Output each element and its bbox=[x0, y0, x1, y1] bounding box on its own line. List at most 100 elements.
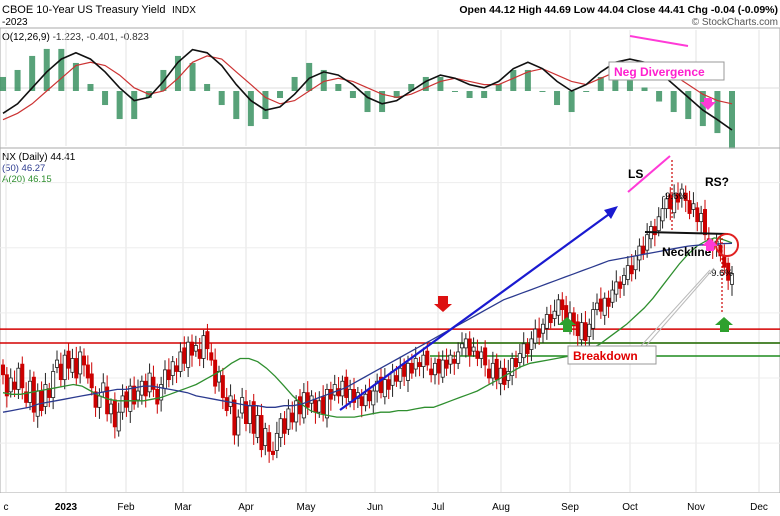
candle-body bbox=[20, 363, 25, 389]
candle-body bbox=[498, 367, 503, 385]
histogram-bar bbox=[262, 91, 269, 120]
candle-body bbox=[70, 358, 75, 373]
candle-body bbox=[282, 418, 287, 434]
histogram-bar bbox=[174, 55, 181, 91]
candle-body bbox=[695, 207, 700, 223]
candle-body bbox=[514, 358, 519, 368]
histogram-bar bbox=[218, 91, 225, 106]
candle-body bbox=[317, 400, 322, 413]
macd-label: O(12,26,9) -1.223, -0.401, -0.823 bbox=[2, 32, 149, 43]
candle-body bbox=[517, 353, 522, 363]
candle-body bbox=[228, 395, 233, 407]
candle-body bbox=[683, 192, 688, 201]
candle-body bbox=[243, 401, 248, 425]
candle-body bbox=[726, 262, 731, 281]
histogram-bar bbox=[320, 69, 327, 91]
candle-body bbox=[382, 379, 387, 398]
histogram-bar bbox=[277, 91, 284, 99]
candle-body bbox=[286, 408, 291, 430]
candle-body bbox=[220, 375, 225, 398]
candle-body bbox=[676, 193, 681, 203]
candle-body bbox=[614, 281, 619, 295]
candle-body bbox=[263, 428, 268, 446]
candle-body bbox=[583, 322, 588, 341]
histogram-bar bbox=[699, 91, 706, 127]
candle-body bbox=[58, 363, 63, 381]
candle-body bbox=[278, 418, 283, 438]
candle-body bbox=[633, 255, 638, 271]
candle-body bbox=[521, 343, 526, 359]
candle-body bbox=[170, 361, 175, 376]
month-tick-label: May bbox=[297, 502, 316, 513]
candle-body bbox=[209, 352, 214, 361]
candle-body bbox=[267, 432, 272, 452]
candle-body bbox=[679, 188, 684, 199]
candle-body bbox=[471, 346, 476, 352]
histogram-bar bbox=[393, 91, 400, 99]
ma50-legend: (50) 46.27 bbox=[2, 163, 45, 174]
candle-body bbox=[722, 255, 727, 268]
breakdown-pointer-b bbox=[644, 267, 715, 348]
month-tick-label: Nov bbox=[687, 502, 705, 513]
candle-body bbox=[525, 343, 530, 354]
histogram-bar bbox=[422, 76, 429, 91]
candle-body bbox=[124, 391, 129, 408]
histogram-bar bbox=[729, 91, 735, 149]
candle-body bbox=[452, 358, 457, 364]
candle-body bbox=[31, 376, 36, 413]
candle-body bbox=[405, 362, 410, 381]
candle-body bbox=[587, 323, 592, 337]
candle-body bbox=[205, 331, 210, 350]
candle-body bbox=[598, 298, 603, 312]
candle-body bbox=[429, 368, 434, 376]
histogram-bar bbox=[524, 69, 531, 91]
breakdown-label: Breakdown bbox=[573, 349, 638, 363]
candle-body bbox=[398, 367, 403, 382]
candle-body bbox=[436, 358, 441, 374]
candle-body bbox=[506, 371, 511, 381]
candle-body bbox=[197, 349, 202, 359]
candle-body bbox=[43, 384, 48, 407]
candle-body bbox=[4, 374, 9, 397]
candle-body bbox=[93, 391, 98, 408]
candle-body bbox=[247, 405, 252, 424]
candle-body bbox=[62, 354, 67, 381]
green-up-arrow-sep bbox=[558, 317, 576, 332]
candle-body bbox=[182, 347, 187, 364]
candle-body bbox=[618, 281, 623, 289]
neckline-label: Neckline bbox=[662, 245, 712, 259]
month-tick-label: Oct bbox=[622, 502, 638, 513]
candle-body bbox=[39, 390, 44, 411]
candle-body bbox=[483, 347, 488, 366]
candle-body bbox=[270, 450, 275, 455]
histogram-bar bbox=[116, 91, 123, 120]
candle-body bbox=[101, 382, 106, 393]
candle-body bbox=[459, 343, 464, 349]
candle-body bbox=[143, 380, 148, 397]
breakdown-box bbox=[567, 345, 657, 365]
histogram-bar bbox=[72, 62, 79, 91]
breakdown-pointer-a bbox=[639, 269, 711, 348]
candle-body bbox=[417, 362, 422, 367]
candle-body bbox=[444, 359, 449, 369]
candle-body bbox=[112, 399, 117, 428]
histogram-bar bbox=[641, 87, 648, 91]
candle-body bbox=[533, 328, 538, 344]
candle-body bbox=[324, 388, 329, 419]
x-axis bbox=[0, 493, 780, 516]
histogram-bar bbox=[583, 91, 590, 92]
candle-body bbox=[378, 376, 383, 394]
candle-body bbox=[174, 365, 179, 372]
candle-body bbox=[186, 341, 191, 368]
candle-body bbox=[332, 384, 337, 396]
histogram-bar bbox=[495, 83, 502, 91]
candle-body bbox=[409, 362, 414, 374]
candle-body bbox=[591, 309, 596, 329]
month-tick-label: Apr bbox=[238, 502, 254, 513]
candle-body bbox=[74, 358, 79, 379]
candle-body bbox=[189, 341, 194, 356]
candle-body bbox=[0, 364, 6, 376]
candle-body bbox=[178, 351, 183, 372]
ma20-legend: A(20) 46.15 bbox=[2, 174, 52, 185]
histogram-bar bbox=[656, 91, 663, 102]
